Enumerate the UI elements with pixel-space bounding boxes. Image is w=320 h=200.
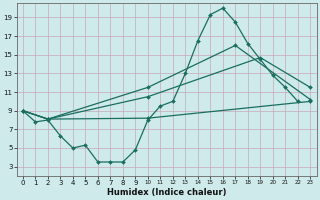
X-axis label: Humidex (Indice chaleur): Humidex (Indice chaleur) [107, 188, 226, 197]
